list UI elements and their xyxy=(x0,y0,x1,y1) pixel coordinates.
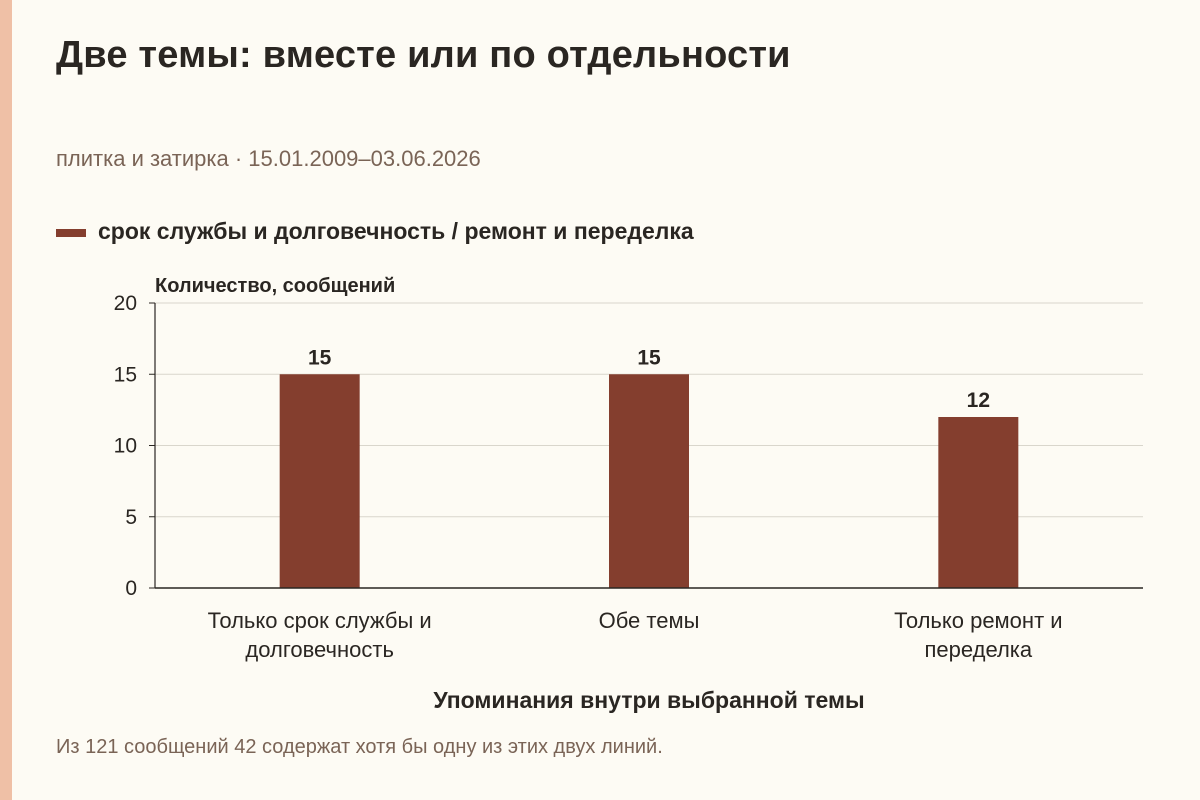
x-tick-label-line: Обе темы xyxy=(599,608,700,633)
x-tick-label-line: Только срок службы и xyxy=(208,608,432,633)
chart-subtitle: плитка и затирка · 15.01.2009–03.06.2026 xyxy=(56,146,481,171)
x-axis-ticks: Только срок службы и долговечность Обе тем… xyxy=(208,608,1063,662)
accent-strip xyxy=(0,0,12,800)
chart-title: Две темы: вместе или по отдельности xyxy=(56,34,791,76)
x-tick-label: Только ремонт и переделка xyxy=(894,608,1062,662)
bar xyxy=(279,374,360,588)
bar xyxy=(938,417,1019,588)
x-tick-label: Только срок службы и долговечность xyxy=(208,608,432,662)
data-label: 12 xyxy=(967,389,990,412)
y-tick-label: 20 xyxy=(114,292,137,315)
bars xyxy=(279,374,1019,588)
y-tick-label: 10 xyxy=(114,435,137,458)
data-labels: 15 15 12 xyxy=(308,346,990,412)
y-tick-label: 15 xyxy=(114,363,137,386)
data-label: 15 xyxy=(637,346,661,369)
y-tick-label: 5 xyxy=(125,506,137,529)
y-axis-label: Количество, сообщений xyxy=(155,275,395,297)
x-tick-label-line: переделка xyxy=(924,637,1032,662)
data-label: 15 xyxy=(308,346,332,369)
x-tick-label-line: Только ремонт и xyxy=(894,608,1062,633)
x-tick-label-line: долговечность xyxy=(245,637,394,662)
legend-label: срок службы и долговечность / ремонт и п… xyxy=(98,218,694,244)
y-tick-label: 0 xyxy=(125,577,137,600)
legend: срок службы и долговечность / ремонт и п… xyxy=(56,218,694,245)
x-axis-label: Упоминания внутри выбранной темы xyxy=(433,687,864,713)
legend-swatch xyxy=(56,228,86,237)
x-tick-label: Обе темы xyxy=(599,608,700,633)
bar xyxy=(609,374,689,588)
y-axis-ticks: 0 5 10 15 20 xyxy=(114,292,155,600)
footnote: Из 121 сообщений 42 содержат хотя бы одн… xyxy=(56,736,663,758)
